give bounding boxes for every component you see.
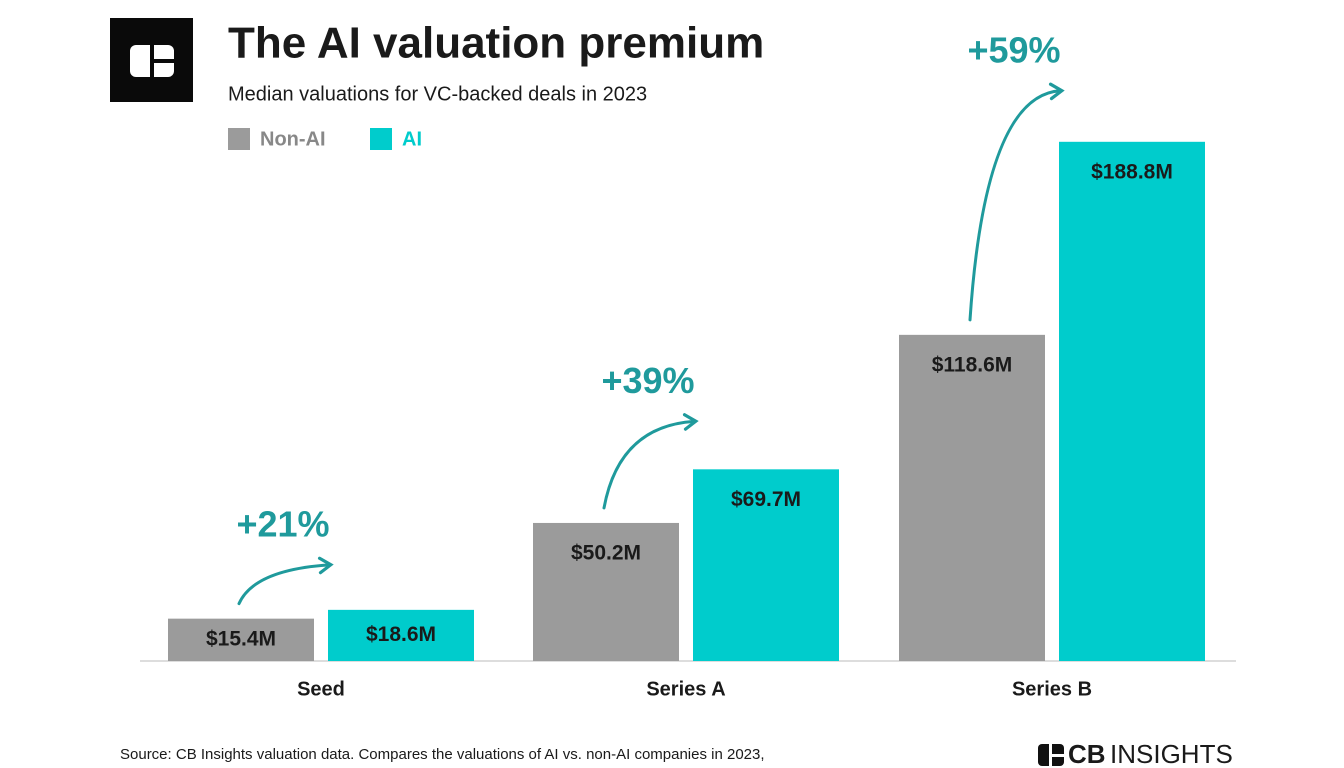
value-label: $118.6M xyxy=(932,353,1013,376)
value-label: $15.4M xyxy=(206,627,276,650)
source-note: Source: CB Insights valuation data. Comp… xyxy=(120,746,765,763)
annotation-arrow xyxy=(237,556,334,606)
bar xyxy=(328,609,474,661)
x-tick-label: Series B xyxy=(1012,678,1092,700)
value-label: $18.6M xyxy=(366,623,436,646)
bar xyxy=(533,522,679,661)
x-tick-label: Series A xyxy=(646,678,725,700)
brand-light: INSIGHTS xyxy=(1110,739,1233,768)
value-label: $50.2M xyxy=(571,541,641,564)
brand-bold: CB xyxy=(1068,739,1106,768)
annotation-arrow xyxy=(602,413,699,510)
bar xyxy=(168,618,314,661)
brand: CB INSIGHTS xyxy=(1038,739,1233,768)
bar xyxy=(693,469,839,661)
annotation-arrow xyxy=(968,82,1065,322)
legend-label: Non-AI xyxy=(260,128,326,150)
bar xyxy=(1059,141,1205,662)
logo xyxy=(110,18,193,102)
annotation: +59% xyxy=(967,29,1060,70)
annotation: +39% xyxy=(601,360,694,401)
annotation: +21% xyxy=(236,503,329,544)
x-tick-label: Seed xyxy=(297,678,345,700)
legend-label: AI xyxy=(402,128,422,150)
chart-title: The AI valuation premium xyxy=(228,19,764,68)
chart-subtitle: Median valuations for VC-backed deals in… xyxy=(228,83,647,105)
bar xyxy=(899,334,1045,661)
value-label: $69.7M xyxy=(731,488,801,511)
legend-swatch xyxy=(370,128,392,150)
value-label: $188.8M xyxy=(1091,160,1173,183)
legend-swatch xyxy=(228,128,250,150)
